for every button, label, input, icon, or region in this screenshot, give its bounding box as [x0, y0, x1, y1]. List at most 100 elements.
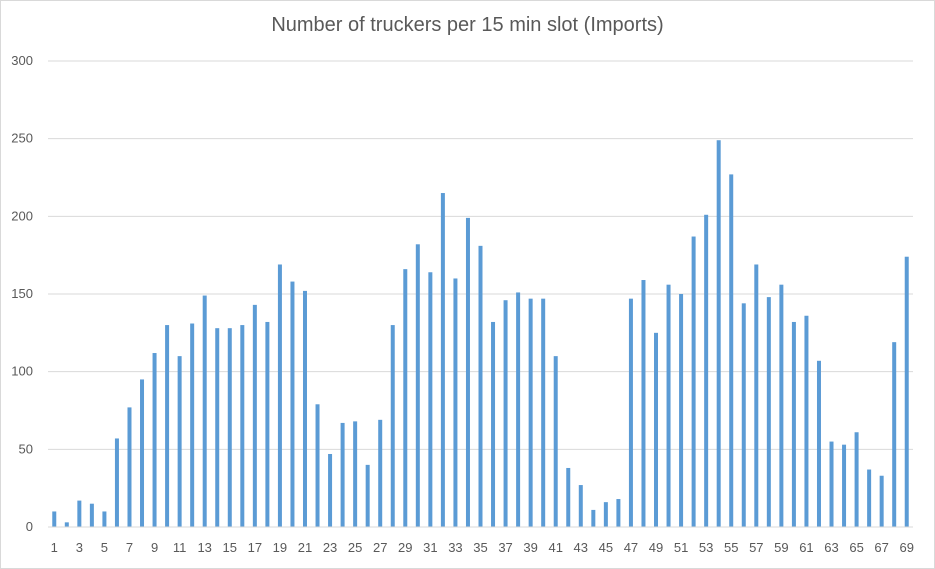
x-tick-label: 49: [649, 540, 663, 555]
y-tick-label: 0: [26, 519, 33, 534]
x-tick-label: 37: [498, 540, 512, 555]
bar: [114, 438, 119, 527]
x-tick-label: 29: [398, 540, 412, 555]
bar: [553, 356, 558, 527]
x-tick-label: 11: [173, 540, 187, 555]
bar: [252, 304, 257, 527]
bar: [453, 278, 458, 527]
x-tick-label: 67: [874, 540, 888, 555]
x-tick-label: 65: [849, 540, 863, 555]
bar: [516, 292, 521, 527]
x-tick-label: 45: [599, 540, 613, 555]
x-tick-label: 31: [423, 540, 437, 555]
x-tick-label: 3: [76, 540, 83, 555]
bar: [353, 421, 358, 527]
bar: [741, 303, 746, 527]
bar: [302, 290, 307, 527]
bar: [666, 284, 671, 527]
bar: [340, 422, 345, 527]
bar: [628, 298, 633, 527]
bar: [177, 356, 182, 527]
bar: [566, 467, 571, 527]
x-tick-label: 39: [523, 540, 537, 555]
bar: [152, 353, 157, 527]
x-axis-ticks: 1 3 5 7 9 11 13 15 17 19 21 23 25 27 29 31 33 35 37 39 41 43 4…: [51, 540, 914, 555]
bar: [190, 323, 195, 527]
x-tick-label: 59: [774, 540, 788, 555]
bar: [403, 269, 408, 527]
bar: [879, 475, 884, 527]
x-tick-label: 41: [548, 540, 562, 555]
x-tick-label: 53: [699, 540, 713, 555]
bar: [779, 284, 784, 527]
bar: [578, 485, 583, 527]
bar: [202, 295, 207, 527]
bar: [227, 328, 232, 527]
y-tick-label: 300: [11, 53, 33, 68]
bar: [365, 464, 370, 527]
bar: [378, 419, 383, 527]
x-tick-label: 15: [223, 540, 237, 555]
bar: [215, 328, 220, 527]
x-tick-label: 43: [574, 540, 588, 555]
bar: [503, 300, 508, 527]
bar: [290, 281, 295, 527]
bar: [265, 321, 270, 527]
bar: [478, 245, 483, 527]
x-tick-label: 17: [248, 540, 262, 555]
x-tick-label: 7: [126, 540, 133, 555]
bar: [465, 217, 470, 528]
x-tick-label: 19: [273, 540, 287, 555]
y-tick-label: 250: [11, 131, 33, 146]
bar: [829, 441, 834, 527]
bar: [240, 325, 245, 527]
y-tick-label: 200: [11, 208, 33, 223]
x-tick-label: 21: [298, 540, 312, 555]
x-tick-label: 9: [151, 540, 158, 555]
bar: [541, 298, 546, 527]
bar: [328, 453, 333, 527]
x-tick-label: 69: [899, 540, 913, 555]
y-tick-label: 50: [19, 441, 33, 456]
bar: [277, 264, 282, 527]
bar: [791, 321, 796, 527]
x-tick-label: 5: [101, 540, 108, 555]
bar: [140, 379, 145, 527]
bar: [704, 214, 709, 527]
bar: [892, 342, 897, 527]
bar: [716, 140, 721, 527]
bar: [491, 321, 496, 527]
bar: [867, 469, 872, 527]
x-tick-label: 23: [323, 540, 337, 555]
bar: [89, 503, 94, 527]
bar: [591, 509, 596, 527]
x-tick-label: 33: [448, 540, 462, 555]
bar: [729, 174, 734, 528]
bar: [679, 294, 684, 527]
bar: [165, 325, 170, 527]
y-tick-label: 150: [11, 286, 33, 301]
x-tick-label: 27: [373, 540, 387, 555]
bar: [315, 404, 320, 527]
bar: [428, 272, 433, 527]
bar: [52, 511, 57, 527]
bar: [766, 297, 771, 527]
bar: [528, 298, 533, 527]
bar: [415, 244, 420, 527]
bar: [603, 502, 608, 527]
bar: [390, 325, 395, 527]
y-tick-label: 100: [11, 364, 33, 379]
bar: [102, 511, 107, 527]
bar: [804, 315, 809, 527]
bar: [440, 193, 445, 528]
bar: [904, 256, 909, 527]
bar: [654, 332, 659, 527]
x-tick-label: 35: [473, 540, 487, 555]
bar: [842, 444, 847, 527]
x-tick-label: 25: [348, 540, 362, 555]
x-tick-label: 51: [674, 540, 688, 555]
bar: [127, 407, 132, 527]
bar: [641, 280, 646, 527]
bars: [52, 140, 909, 528]
